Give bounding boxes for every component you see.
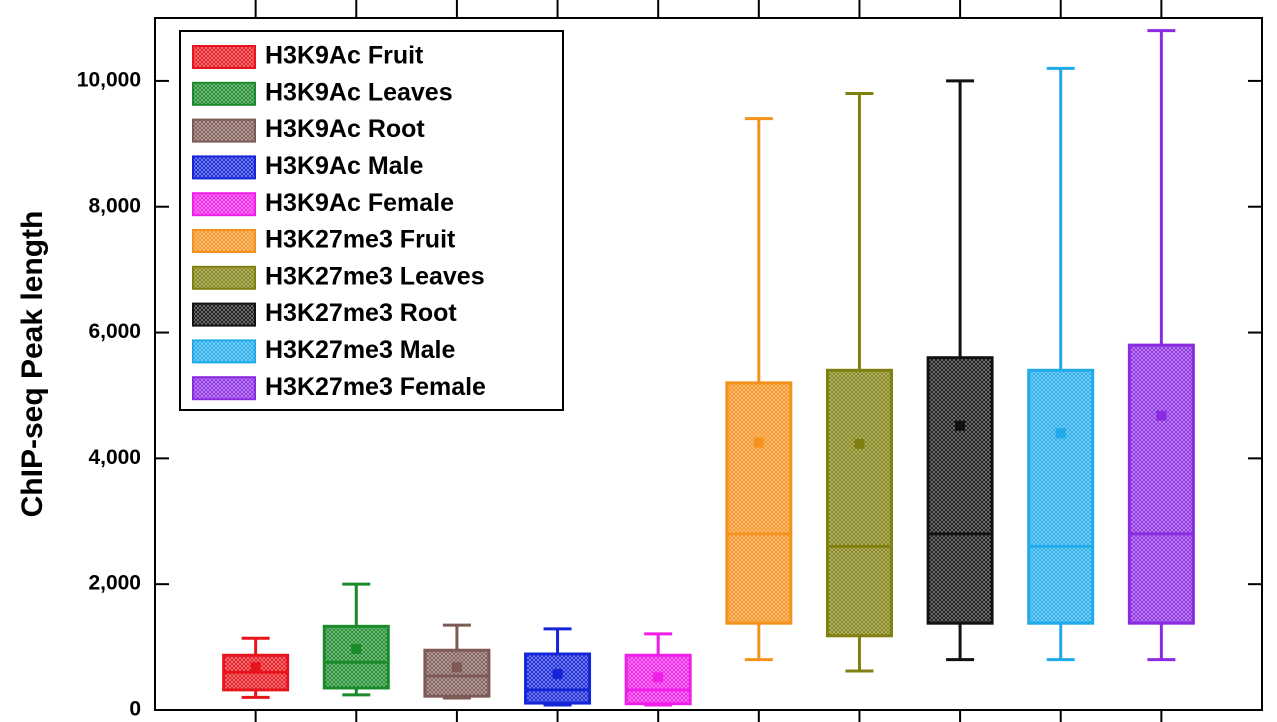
legend-swatch [192, 118, 256, 143]
plot-frame [154, 17, 1263, 711]
legend-swatch [192, 339, 256, 364]
legend-label: H3K9Ac Male [265, 152, 423, 180]
box [1027, 368, 1095, 625]
legend-swatch [192, 45, 256, 69]
legend-label: H3K9Ac Female [265, 189, 454, 217]
legend-swatch [192, 229, 256, 253]
mean [854, 438, 865, 449]
mean [451, 662, 462, 673]
y-tick-label: 0 [129, 698, 141, 721]
legend-label: H3K9Ac Fruit [265, 42, 424, 70]
mean [351, 643, 362, 654]
mean [653, 672, 664, 683]
box [926, 356, 994, 625]
box [725, 381, 793, 625]
legend-label: H3K27me3 Root [265, 299, 457, 327]
legend-swatch [192, 376, 256, 401]
mean [552, 669, 563, 680]
legend-swatch [192, 81, 256, 106]
legend-label: H3K27me3 Female [265, 373, 486, 401]
y-tick-label: 6,000 [88, 320, 141, 343]
legend-swatch [192, 192, 256, 217]
y-tick-label: 2,000 [88, 572, 141, 595]
y-axis-label: ChIP-seq Peak length [16, 211, 49, 518]
mean [1055, 428, 1066, 439]
legend-swatch [192, 302, 256, 327]
box [423, 648, 491, 698]
legend-label: H3K9Ac Root [265, 115, 425, 143]
legend-label: H3K9Ac Leaves [265, 78, 453, 106]
box [825, 368, 893, 638]
box [1127, 343, 1195, 625]
mean [955, 420, 966, 431]
y-tick-label: 10,000 [77, 68, 141, 91]
mean [753, 437, 764, 448]
mean [250, 662, 261, 673]
legend-swatch [192, 155, 256, 180]
legend-label: H3K27me3 Male [265, 336, 455, 364]
y-tick-label: 4,000 [88, 446, 141, 469]
box [322, 624, 390, 690]
legend-label: H3K27me3 Leaves [265, 262, 485, 290]
legend-swatch [192, 265, 256, 290]
mean [1156, 410, 1167, 421]
legend-label: H3K27me3 Fruit [265, 226, 456, 254]
y-tick-label: 8,000 [88, 194, 141, 217]
